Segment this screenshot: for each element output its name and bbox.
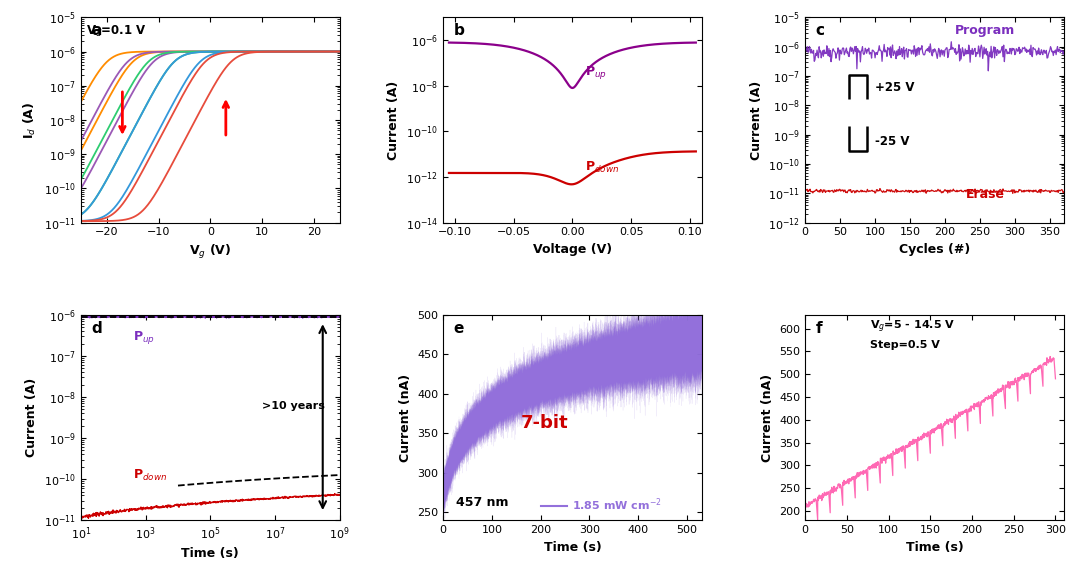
Y-axis label: Current (nA): Current (nA) bbox=[399, 373, 411, 462]
X-axis label: V$_g$ (V): V$_g$ (V) bbox=[189, 243, 231, 261]
X-axis label: Time (s): Time (s) bbox=[181, 547, 239, 560]
X-axis label: Cycles (#): Cycles (#) bbox=[899, 243, 970, 256]
Text: b: b bbox=[454, 24, 464, 39]
Text: Erase: Erase bbox=[966, 188, 1004, 201]
Text: 7-bit: 7-bit bbox=[521, 414, 568, 432]
Text: V$_d$=0.1 V: V$_d$=0.1 V bbox=[86, 24, 147, 39]
Text: a: a bbox=[92, 24, 102, 39]
Text: P$_{down}$: P$_{down}$ bbox=[585, 160, 620, 175]
X-axis label: Voltage (V): Voltage (V) bbox=[532, 243, 612, 256]
Text: d: d bbox=[92, 321, 103, 336]
Text: V$_g$=5 - 14.5 V: V$_g$=5 - 14.5 V bbox=[869, 318, 955, 335]
Y-axis label: Current (A): Current (A) bbox=[750, 80, 762, 160]
Text: Program: Program bbox=[955, 24, 1015, 37]
Text: 1.85 mW cm$^{-2}$: 1.85 mW cm$^{-2}$ bbox=[572, 497, 662, 513]
Text: +25 V: +25 V bbox=[875, 81, 915, 94]
Text: P$_{up}$: P$_{up}$ bbox=[133, 329, 154, 346]
X-axis label: Time (s): Time (s) bbox=[543, 540, 602, 554]
Text: >10 years: >10 years bbox=[262, 401, 325, 412]
Text: c: c bbox=[815, 24, 824, 39]
Y-axis label: Current (nA): Current (nA) bbox=[760, 373, 773, 462]
Text: 457 nm: 457 nm bbox=[456, 496, 509, 509]
Y-axis label: Current (A): Current (A) bbox=[388, 80, 401, 160]
Text: -25 V: -25 V bbox=[875, 135, 909, 147]
Y-axis label: Current (A): Current (A) bbox=[26, 378, 39, 457]
Text: e: e bbox=[454, 321, 463, 336]
X-axis label: Time (s): Time (s) bbox=[906, 540, 963, 554]
Y-axis label: I$_d$ (A): I$_d$ (A) bbox=[23, 101, 39, 139]
Text: f: f bbox=[815, 321, 822, 336]
Text: P$_{down}$: P$_{down}$ bbox=[133, 468, 167, 483]
Text: Step=0.5 V: Step=0.5 V bbox=[869, 340, 940, 350]
Text: P$_{up}$: P$_{up}$ bbox=[585, 64, 607, 81]
